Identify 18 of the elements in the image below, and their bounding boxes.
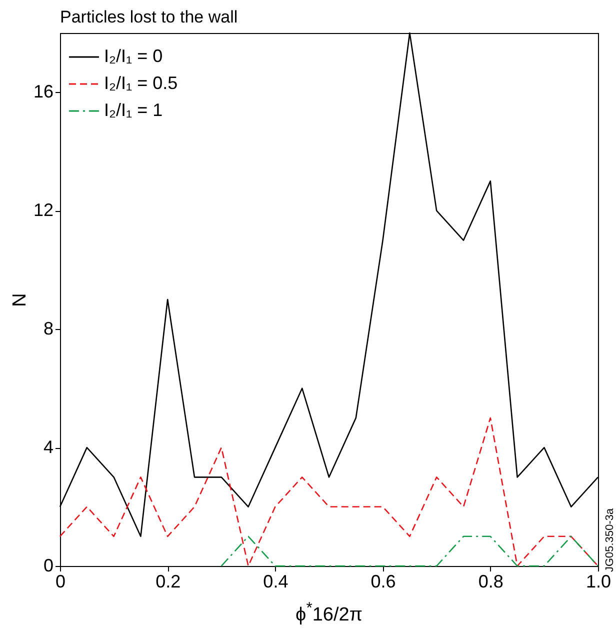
x-tick-label: 0.6: [370, 572, 396, 592]
y-tick-label: 0: [43, 556, 54, 576]
legend-label: I₂/I₁ = 0: [104, 46, 163, 66]
x-tick-label: 0.8: [478, 572, 504, 592]
x-tick-label: 1.0: [586, 572, 612, 592]
x-tick-label: 0.4: [263, 572, 288, 592]
chart-title: Particles lost to the wall: [60, 7, 238, 26]
text: JG05.350-3a: [604, 508, 616, 572]
y-axis-title: N: [9, 293, 30, 307]
legend-label: I₂/I₁ = 0.5: [104, 73, 178, 93]
x-axis-title: ϕ$^{*}$16/2π: [294, 600, 364, 626]
legend-label: I₂/I₁ = 1: [104, 100, 163, 120]
line-series: [59, 417, 599, 567]
y-tick-label: 4: [43, 437, 54, 458]
y-tick-label: 12: [33, 200, 54, 220]
x-tick-label: 0.2: [156, 572, 181, 592]
y-tick-label: 16: [33, 82, 54, 102]
y-tick-label: 8: [43, 318, 54, 339]
